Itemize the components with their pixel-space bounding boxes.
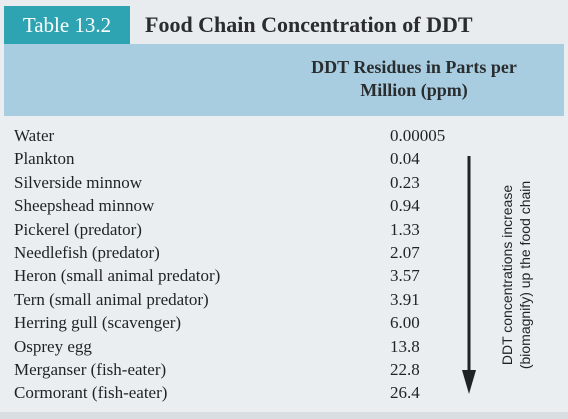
table-body: Water 0.00005 Plankton 0.04 Silverside minno… (4, 116, 564, 412)
table-row: Water 0.00005 (14, 124, 474, 147)
row-value-ppm: 3.91 (390, 289, 420, 309)
row-label: Sheepshead minnow (14, 196, 155, 216)
table-row: Sheepshead minnow 0.94 (14, 194, 474, 217)
row-value-ppm: 26.4 (390, 383, 420, 403)
row-label: Needlefish (predator) (14, 242, 160, 262)
table-rows: Water 0.00005 Plankton 0.04 Silverside minno… (14, 124, 474, 405)
table-row: Cormorant (fish-eater) 26.4 (14, 381, 474, 404)
row-label: Tern (small animal predator) (14, 289, 209, 309)
row-label: Heron (small animal predator) (14, 266, 221, 286)
table-row: Silverside minnow 0.23 (14, 171, 474, 194)
table-title: Food Chain Concentration of DDT (145, 12, 473, 37)
row-label: Herring gull (scavenger) (14, 313, 182, 333)
row-value-ppm: 0.00005 (390, 126, 446, 145)
arrow-shaft (467, 156, 471, 374)
table-row: Plankton 0.04 (14, 147, 474, 170)
arrow-head (462, 370, 476, 394)
row-label: Water (14, 126, 55, 145)
table-row: Osprey egg 13.8 (14, 335, 474, 358)
row-value-ppm: 0.23 (390, 172, 420, 192)
table-row: Heron (small animal predator) 3.57 (14, 264, 474, 287)
row-value-ppm: 13.8 (390, 336, 420, 356)
table-row: Pickerel (predator) 1.33 (14, 218, 474, 241)
column-header-band: DDT Residues in Parts per Million (ppm) (4, 44, 564, 116)
row-value-ppm: 1.33 (390, 219, 420, 239)
bottom-edge (0, 412, 568, 419)
row-label: Plankton (14, 149, 75, 169)
table-number-tag: Table 13.2 (4, 6, 130, 44)
table-row: Herring gull (scavenger) 6.00 (14, 311, 474, 334)
row-label: Osprey egg (14, 336, 92, 356)
row-value-ppm: 0.94 (390, 196, 420, 216)
row-value-ppm: 22.8 (390, 359, 420, 379)
row-value-ppm: 2.07 (390, 242, 420, 262)
table-row: Merganser (fish-eater) 22.8 (14, 358, 474, 381)
row-label: Merganser (fish-eater) (14, 359, 167, 379)
table-row: Tern (small animal predator) 3.91 (14, 288, 474, 311)
title-bar: Table 13.2 Food Chain Concentration of D… (0, 0, 568, 44)
side-note-container: DDT concentrations increase (biomagnify)… (488, 152, 544, 398)
row-value-ppm: 3.57 (390, 266, 420, 286)
row-label: Cormorant (fish-eater) (14, 383, 168, 403)
row-label: Silverside minnow (14, 172, 142, 192)
column-header-ddt-residues: DDT Residues in Parts per Million (ppm) (311, 57, 517, 100)
down-arrow-icon (462, 156, 476, 394)
row-value-ppm: 0.04 (390, 149, 420, 169)
row-value-ppm: 6.00 (390, 313, 420, 333)
side-note-biomagnify: DDT concentrations increase (biomagnify)… (499, 180, 533, 370)
table-row: Needlefish (predator) 2.07 (14, 241, 474, 264)
row-label: Pickerel (predator) (14, 219, 142, 239)
